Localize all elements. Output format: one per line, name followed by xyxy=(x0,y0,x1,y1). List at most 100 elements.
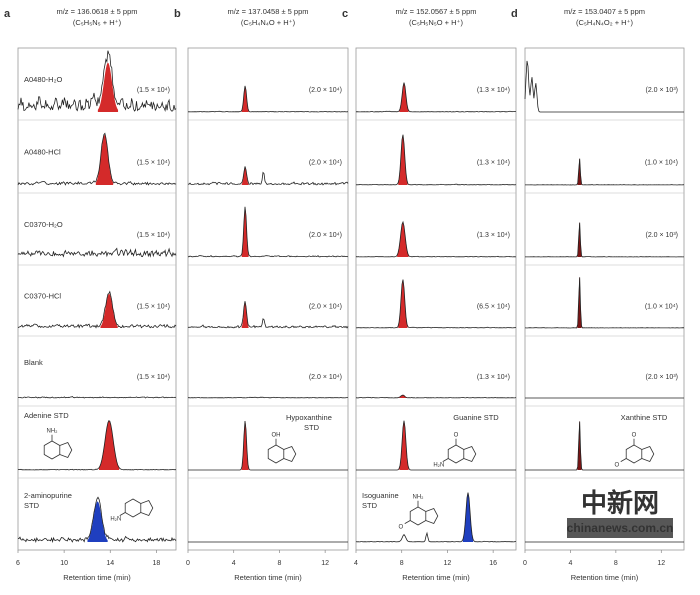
chromatogram-trace xyxy=(355,134,517,186)
peak-fill xyxy=(577,420,582,470)
substituent-bond xyxy=(119,512,126,516)
x-tick-label: 16 xyxy=(489,560,497,567)
panel-letter: d xyxy=(511,8,518,20)
peak-fill xyxy=(398,279,408,328)
chromatogram-trace xyxy=(524,60,684,113)
formula-label: (C₅H₄N₄O + H⁺) xyxy=(241,18,296,27)
intensity-scale-label: (2.0 × 10⁴) xyxy=(309,374,342,381)
peak-fill xyxy=(99,420,120,470)
x-tick-label: 8 xyxy=(400,560,404,567)
molecule-structure-isoguanine: NH₂ O xyxy=(399,495,439,530)
x-tick-label: 8 xyxy=(277,560,281,567)
peak-fill xyxy=(399,83,409,112)
peak-fill xyxy=(577,158,582,185)
row-label: Adenine STD xyxy=(24,411,69,420)
x-tick-label: 0 xyxy=(186,560,190,567)
intensity-scale-label: (6.5 × 10⁴) xyxy=(477,304,510,311)
intensity-scale-label: (2.0 × 10⁴) xyxy=(309,87,342,94)
peak-fill xyxy=(241,85,249,112)
peak-fill xyxy=(100,293,118,328)
x-tick-label: 4 xyxy=(568,560,572,567)
mz-label: m/z = 152.0567 ± 5 ppm xyxy=(395,7,476,16)
x-axis-label: Retention time (min) xyxy=(63,573,131,582)
chromatogram-trace xyxy=(188,396,348,399)
chromatogram-trace xyxy=(356,394,517,399)
imidazole-ring xyxy=(283,446,297,462)
substituent-label: O xyxy=(615,462,620,468)
x-tick-label: 12 xyxy=(444,560,452,567)
intensity-scale-label: (1.3 × 10⁴) xyxy=(477,232,510,239)
peak-fill xyxy=(241,207,249,257)
x-tick-label: 12 xyxy=(657,560,665,567)
imidazole-ring xyxy=(641,446,655,462)
panel-frame xyxy=(524,47,685,551)
panel-frame xyxy=(355,47,517,551)
mz-label: m/z = 137.0458 ± 5 ppm xyxy=(227,7,308,16)
peak-fill xyxy=(577,276,582,328)
compound-label: STD xyxy=(304,423,320,432)
chromatogram-trace xyxy=(17,50,177,113)
substituent-label: NH₂ xyxy=(413,495,425,501)
intensity-scale-label: (1.3 × 10⁴) xyxy=(477,87,510,94)
chromatogram-trace xyxy=(355,279,517,329)
intensity-scale-label: (1.3 × 10⁴) xyxy=(477,374,510,381)
pyrimidine-ring xyxy=(447,444,465,464)
imidazole-ring xyxy=(463,446,477,462)
peak-fill xyxy=(241,167,249,185)
row-label: Blank xyxy=(24,358,43,367)
x-tick-label: 6 xyxy=(16,560,20,567)
x-axis-label: Retention time (min) xyxy=(402,573,470,582)
panel-letter: b xyxy=(174,8,181,20)
x-tick-label: 14 xyxy=(106,560,114,567)
molecule-structure-xanthine: OO xyxy=(615,433,655,468)
compound-label: Isoguanine xyxy=(362,491,399,500)
chromatogram-trace xyxy=(17,132,177,186)
chromatogram-trace xyxy=(18,396,177,399)
compound-label: Guanine STD xyxy=(453,413,499,422)
intensity-scale-label: (1.5 × 10⁴) xyxy=(137,160,170,167)
pyrimidine-ring xyxy=(267,444,285,464)
compound-label: Xanthine STD xyxy=(621,413,668,422)
formula-label: (C₅H₄N₄O₂ + H⁺) xyxy=(576,18,634,27)
chromatogram-trace xyxy=(17,420,176,471)
x-axis-label: Retention time (min) xyxy=(571,573,639,582)
row-label: C0370-HCl xyxy=(24,292,61,301)
substituent-label: OH xyxy=(272,433,281,439)
intensity-scale-label: (1.5 × 10⁴) xyxy=(137,232,170,239)
formula-label: (C₅H₅N₅O + H⁺) xyxy=(409,18,464,27)
row-label: 2-aminopurine xyxy=(24,491,72,500)
intensity-scale-label: (1.5 × 10⁴) xyxy=(137,374,170,381)
imidazole-ring xyxy=(425,508,439,524)
peak-fill xyxy=(462,492,474,542)
molecule-structure-2-aminopurine: H₂N xyxy=(110,498,154,522)
chromatogram-trace xyxy=(525,277,685,329)
chromatogram-trace xyxy=(355,82,516,113)
molecule-structure-hypoxanthine: OH xyxy=(267,433,297,464)
intensity-scale-label: (2.0 × 10³) xyxy=(646,232,679,239)
peak-fill xyxy=(87,501,108,542)
pyrimidine-ring xyxy=(409,506,427,526)
intensity-scale-label: (2.0 × 10⁴) xyxy=(309,232,342,239)
peak-fill xyxy=(398,134,408,185)
molecule-structure-guanine: O H₂N xyxy=(433,433,477,468)
chromatogram-trace xyxy=(525,421,684,471)
chromatogram-trace xyxy=(355,220,517,258)
peak-fill xyxy=(399,420,409,470)
substituent-label: NH₂ xyxy=(47,429,59,435)
panel-frame xyxy=(17,47,177,551)
substituent-bond xyxy=(404,520,411,524)
chromatogram-trace xyxy=(355,492,517,543)
x-tick-label: 4 xyxy=(354,560,358,567)
chromatogram-trace xyxy=(188,420,348,471)
row-label: STD xyxy=(24,501,40,510)
panel-letter: c xyxy=(342,8,348,20)
intensity-scale-label: (2.0 × 10⁴) xyxy=(309,160,342,167)
peak-fill xyxy=(97,62,119,112)
intensity-scale-label: (1.3 × 10⁴) xyxy=(477,160,510,167)
peak-fill xyxy=(398,395,408,398)
substituent-bond xyxy=(442,458,449,462)
formula-label: (C₅H₅N₅ + H⁺) xyxy=(73,18,122,27)
peak-fill xyxy=(577,222,582,257)
pyrimidine-ring xyxy=(625,444,643,464)
intensity-scale-label: (1.5 × 10⁴) xyxy=(137,87,170,94)
